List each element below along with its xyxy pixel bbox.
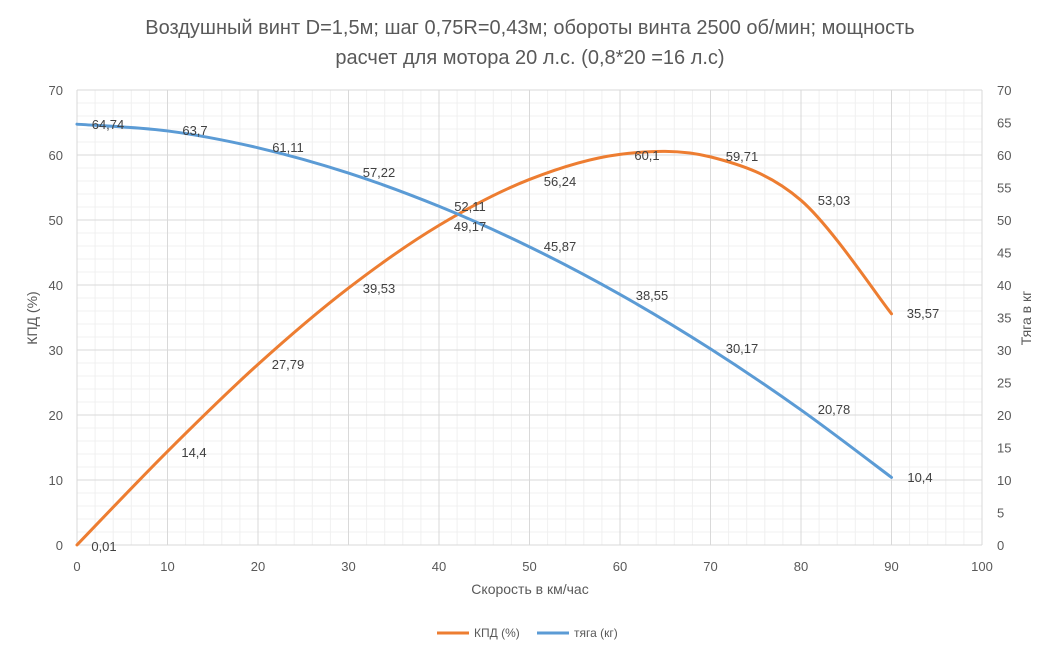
y-right-tick-label: 60 [997, 148, 1011, 163]
y-left-tick-label: 70 [49, 83, 63, 98]
legend-label: КПД (%) [474, 626, 520, 640]
x-tick-label: 50 [522, 559, 536, 574]
x-tick-label: 70 [703, 559, 717, 574]
data-label: 14,4 [181, 445, 206, 460]
y-right-tick-label: 40 [997, 278, 1011, 293]
x-tick-label: 100 [971, 559, 993, 574]
major-gridlines [76, 89, 983, 546]
x-tick-label: 80 [794, 559, 808, 574]
data-label: 61,11 [272, 140, 304, 155]
data-label: 20,78 [818, 402, 851, 417]
series-line-thrust [75, 122, 893, 479]
y-right-tick-label: 55 [997, 181, 1011, 196]
data-label: 38,55 [636, 288, 669, 303]
data-label: 27,79 [272, 357, 305, 372]
y-left-tick-label: 40 [49, 278, 63, 293]
x-axis-title: Скорость в км/час [471, 581, 588, 597]
data-label: 49,17 [454, 219, 487, 234]
data-label: 35,57 [907, 306, 940, 321]
y-right-tick-label: 10 [997, 473, 1011, 488]
y-right-tick-label: 5 [997, 506, 1004, 521]
data-label: 56,24 [544, 174, 577, 189]
x-tick-label: 60 [613, 559, 627, 574]
y-right-tick-label: 45 [997, 246, 1011, 261]
data-label: 53,03 [818, 193, 851, 208]
data-label: 60,1 [634, 148, 659, 163]
data-label: 39,53 [363, 281, 396, 296]
y-left-tick-label: 20 [49, 408, 63, 423]
data-label: 10,4 [907, 470, 932, 485]
legend-label: тяга (кг) [574, 626, 618, 640]
chart-title-line-2: расчет для мотора 20 л.с. (0,8*20 =16 л.… [335, 47, 724, 69]
data-labels: 0,01 14,4 27,79 39,53 49,17 56,24 60,1 59,71 53,… [91, 117, 939, 554]
y-right-tick-label: 35 [997, 311, 1011, 326]
chart-title-line-1: Воздушный винт D=1,5м; шаг 0,75R=0,43м; … [145, 17, 914, 39]
series-line-efficiency [75, 149, 893, 547]
x-tick-label: 40 [432, 559, 446, 574]
axis-ticks: 0 10 20 30 40 50 60 70 80 90 100 0 10 20 30 40 50 60 70 0 5 1… [49, 83, 1012, 574]
x-tick-label: 90 [884, 559, 898, 574]
y-left-tick-label: 0 [56, 538, 63, 553]
data-label: 63,7 [182, 123, 207, 138]
y-right-tick-label: 70 [997, 83, 1011, 98]
data-label: 59,71 [726, 149, 759, 164]
data-label: 30,17 [726, 341, 759, 356]
y-right-tick-label: 25 [997, 376, 1011, 391]
y-right-tick-label: 30 [997, 343, 1011, 358]
data-label: 45,87 [544, 239, 577, 254]
y-left-tick-label: 30 [49, 343, 63, 358]
y-left-tick-label: 60 [49, 148, 63, 163]
y-right-tick-label: 65 [997, 116, 1011, 131]
y-left-tick-label: 50 [49, 213, 63, 228]
y-axis-left-title: КПД (%) [24, 291, 40, 344]
y-right-tick-label: 50 [997, 213, 1011, 228]
data-label: 0,01 [91, 539, 116, 554]
y-right-tick-label: 15 [997, 441, 1011, 456]
legend: КПД (%) тяга (кг) [437, 626, 618, 640]
x-tick-label: 0 [73, 559, 80, 574]
y-left-tick-label: 10 [49, 473, 63, 488]
y-right-tick-label: 0 [997, 538, 1004, 553]
x-tick-label: 10 [160, 559, 174, 574]
y-axis-right-title: Тяга в кг [1018, 291, 1034, 345]
data-label: 57,22 [363, 165, 396, 180]
x-tick-label: 30 [341, 559, 355, 574]
data-label: 64,74 [92, 117, 125, 132]
y-right-tick-label: 20 [997, 408, 1011, 423]
x-tick-label: 20 [251, 559, 265, 574]
series-layer [75, 122, 893, 547]
data-label: 52,11 [454, 199, 486, 214]
